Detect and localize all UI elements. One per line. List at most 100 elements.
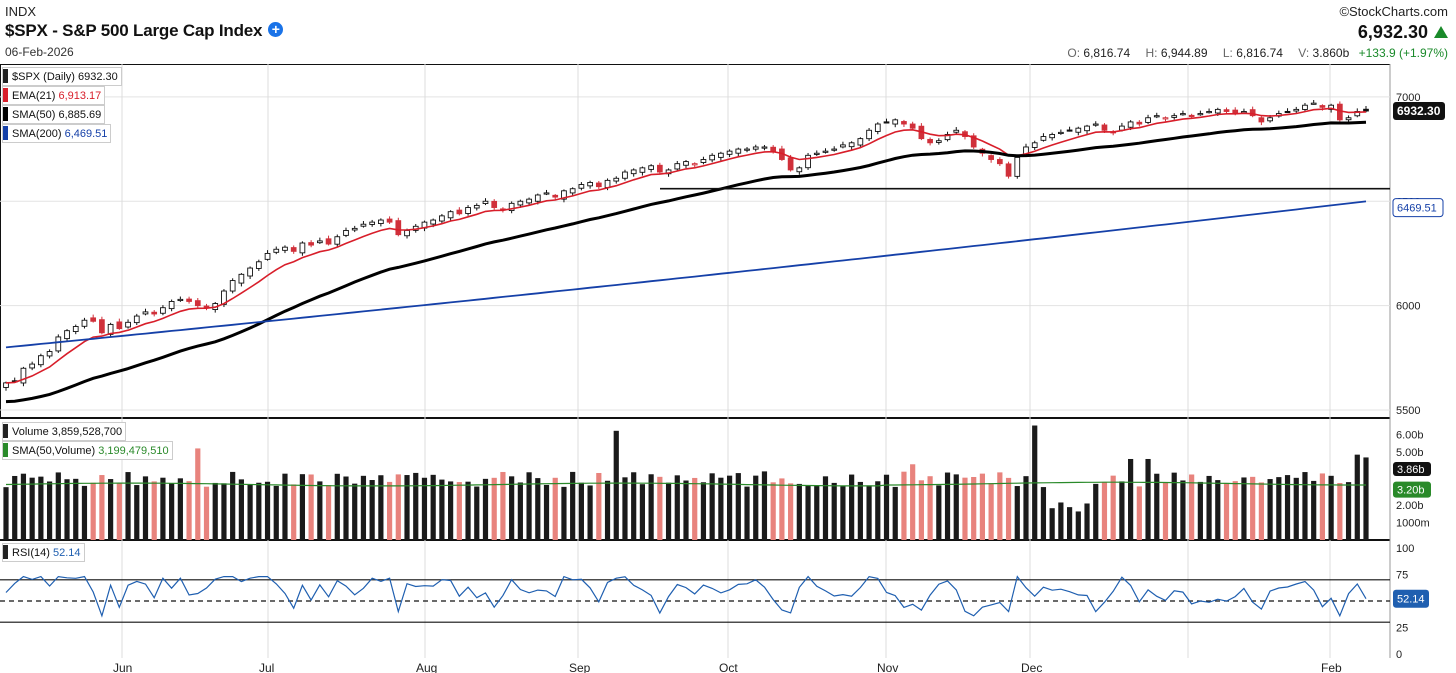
- volume-bar: [849, 474, 855, 540]
- volume-bar: [1232, 481, 1238, 540]
- volume-bar: [587, 485, 593, 540]
- volume-short-value: 3.860b: [1312, 46, 1350, 60]
- volume-bar: [1250, 476, 1256, 540]
- candle-body: [700, 159, 707, 163]
- candle-body: [639, 167, 646, 173]
- candle-body: [683, 161, 689, 166]
- volume-bar: [665, 482, 672, 540]
- volume-bar: [788, 483, 794, 540]
- legend-volume-swatch: [3, 424, 8, 438]
- rsi-tick-label: 0: [1396, 649, 1402, 661]
- candle-body: [1058, 131, 1064, 135]
- volume-bar: [230, 471, 236, 540]
- candle-body: [299, 242, 306, 254]
- volume-bar: [203, 486, 210, 540]
- candle-body: [770, 146, 777, 152]
- volume-bar: [29, 477, 35, 540]
- volume-bar: [317, 481, 323, 540]
- candle-body: [1145, 117, 1151, 123]
- volume-bar: [1258, 482, 1264, 540]
- volume-bar: [212, 482, 218, 540]
- volume-tick-label: 6.00b: [1396, 429, 1424, 441]
- candle-body: [64, 330, 70, 340]
- volume-bar: [814, 485, 820, 540]
- volume-bar: [648, 474, 654, 540]
- volume-bar: [169, 483, 175, 540]
- volume-bar: [160, 477, 166, 540]
- candle-body: [831, 148, 838, 151]
- high-label: H:: [1145, 46, 1158, 60]
- candle-body: [1092, 123, 1099, 126]
- candle-body: [892, 119, 899, 125]
- candle-body: [1310, 102, 1317, 105]
- brand-label[interactable]: ©StockCharts.com: [1339, 4, 1448, 19]
- volume-bar: [875, 481, 881, 540]
- low-value: 6,816.74: [1236, 46, 1283, 60]
- volume-bar: [1110, 475, 1116, 540]
- volume-bar: [1311, 480, 1317, 540]
- volume-bar: [238, 479, 244, 540]
- volume-bar: [474, 486, 480, 540]
- chart-date: 06-Feb-2026: [5, 45, 74, 59]
- volume-bar: [1180, 480, 1186, 540]
- candle-body: [229, 280, 236, 292]
- volume-bar: [1267, 479, 1273, 540]
- rsi-tick-label: 100: [1396, 543, 1414, 555]
- volume-bar: [997, 472, 1003, 540]
- candle-body: [282, 246, 288, 251]
- volume-bar: [378, 475, 384, 540]
- candle-body: [404, 230, 410, 237]
- candle-body: [761, 146, 768, 149]
- candle-body: [1180, 113, 1186, 116]
- legend-rsi-swatch: [3, 545, 8, 559]
- candle-body: [874, 123, 881, 132]
- legend-sma200-swatch: [3, 126, 8, 140]
- legend-rsi: RSI(14) 52.14: [2, 543, 85, 562]
- volume-bar: [1197, 481, 1203, 540]
- candle-body: [927, 138, 933, 144]
- candle-body: [1084, 125, 1090, 132]
- candle-body: [456, 209, 463, 215]
- candles-group: [3, 99, 1369, 391]
- volume-bar: [578, 482, 584, 540]
- candle-body: [691, 163, 698, 166]
- candle-body: [517, 200, 524, 206]
- volume-bar: [796, 483, 802, 540]
- volume-tick-label: 2.00b: [1396, 500, 1424, 512]
- volume-bar: [1093, 483, 1099, 540]
- volume-bar: [20, 473, 27, 540]
- rsi-badge-text: 52.14: [1397, 594, 1425, 606]
- volume-bar: [770, 482, 776, 540]
- volume-bar: [38, 476, 44, 540]
- month-tick-label: Oct: [719, 661, 738, 673]
- last-price: 6,932.30: [1357, 22, 1428, 42]
- volume-bar: [936, 485, 942, 540]
- volume-bar: [561, 486, 567, 540]
- volume-bar: [901, 471, 907, 540]
- volume-bar: [46, 481, 53, 540]
- volume-bar: [1119, 481, 1125, 540]
- volume-bar: [448, 481, 454, 540]
- candle-body: [160, 307, 166, 314]
- candle-body: [194, 300, 201, 307]
- volume-bar: [73, 478, 79, 540]
- add-plus-icon[interactable]: +: [268, 22, 284, 37]
- candle-body: [613, 177, 620, 182]
- legend-ema: EMA(21) 6,913.17: [2, 86, 106, 105]
- volume-bar: [761, 471, 768, 540]
- candle-body: [447, 211, 454, 219]
- volume-bar: [822, 476, 829, 540]
- legend-volsma-label: SMA(50,Volume): [12, 445, 96, 457]
- chart-header: INDX $SPX - S&P 500 Large Cap Index + 06-…: [0, 0, 1456, 64]
- volume-bar: [1066, 507, 1073, 540]
- volume-bar: [1040, 487, 1047, 540]
- volume-bar: [910, 464, 916, 540]
- candle-body: [133, 315, 140, 324]
- candle-body: [526, 198, 532, 204]
- candle-body: [534, 194, 541, 202]
- volume-bar: [726, 475, 733, 540]
- volume-bar: [674, 475, 680, 540]
- candle-body: [238, 273, 245, 284]
- volume-bar: [962, 477, 968, 540]
